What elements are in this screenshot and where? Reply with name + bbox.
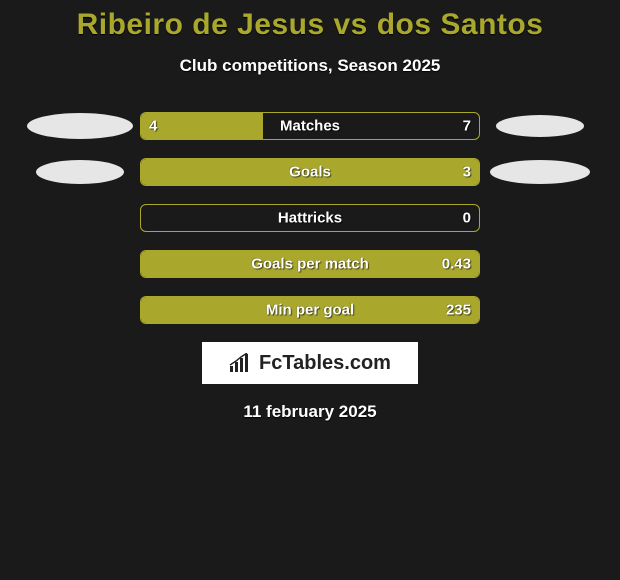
- right-oval-slot: [480, 115, 600, 137]
- player-oval-right-1: [490, 160, 590, 184]
- stat-label: Min per goal: [266, 302, 354, 319]
- page-subtitle: Club competitions, Season 2025: [0, 56, 620, 76]
- player-oval-right-0: [496, 115, 584, 137]
- stat-label: Hattricks: [278, 210, 342, 227]
- snapshot-date: 11 february 2025: [0, 402, 620, 422]
- stat-bar-fill: [141, 113, 263, 139]
- right-oval-slot: [480, 160, 600, 184]
- stat-bar: Min per goal 235: [140, 296, 480, 324]
- stat-right-value: 0: [463, 210, 471, 227]
- stat-label: Matches: [280, 118, 340, 135]
- stat-row-matches: 4 Matches 7: [0, 112, 620, 140]
- player-oval-left-1: [36, 160, 124, 184]
- left-oval-slot: [20, 113, 140, 139]
- stat-right-value: 235: [446, 302, 471, 319]
- left-oval-slot: [20, 160, 140, 184]
- source-logo-text: FcTables.com: [259, 352, 391, 375]
- stat-bar: Goals per match 0.43: [140, 250, 480, 278]
- chart-icon: [229, 353, 253, 373]
- stat-bar: 4 Matches 7: [140, 112, 480, 140]
- stat-label: Goals per match: [251, 256, 369, 273]
- stat-right-value: 7: [463, 118, 471, 135]
- comparison-card: Ribeiro de Jesus vs dos Santos Club comp…: [0, 0, 620, 422]
- stat-left-value: 4: [149, 118, 157, 135]
- stat-row-min-per-goal: Min per goal 235: [0, 296, 620, 324]
- source-logo: FcTables.com: [202, 342, 418, 384]
- player-oval-left-0: [27, 113, 133, 139]
- stat-label: Goals: [289, 164, 331, 181]
- page-title: Ribeiro de Jesus vs dos Santos: [0, 8, 620, 42]
- stat-bar: Hattricks 0: [140, 204, 480, 232]
- stat-bar: Goals 3: [140, 158, 480, 186]
- stat-row-goals-per-match: Goals per match 0.43: [0, 250, 620, 278]
- stat-right-value: 0.43: [442, 256, 471, 273]
- stat-right-value: 3: [463, 164, 471, 181]
- stat-row-goals: Goals 3: [0, 158, 620, 186]
- stat-row-hattricks: Hattricks 0: [0, 204, 620, 232]
